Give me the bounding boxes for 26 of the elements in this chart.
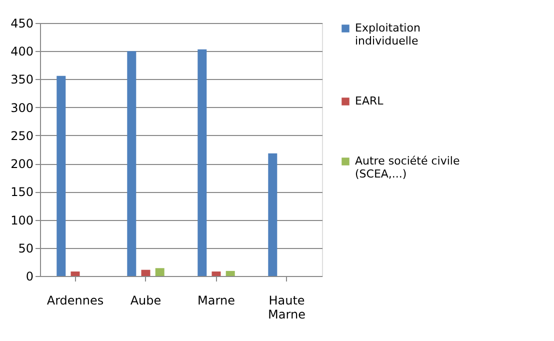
x-tick-label: Ardennes bbox=[46, 294, 104, 308]
x-tick-label: Aube bbox=[130, 294, 162, 308]
y-tick-label: 300 bbox=[10, 100, 34, 115]
bar bbox=[127, 51, 136, 276]
bar bbox=[56, 76, 66, 276]
legend-label: Autre société civile (SCEA,...) bbox=[355, 154, 460, 180]
bar bbox=[141, 270, 150, 276]
x-tick-label: Haute Marne bbox=[268, 294, 306, 322]
y-tick-label: 400 bbox=[10, 44, 34, 59]
bar bbox=[226, 270, 235, 276]
y-tick-label: 350 bbox=[10, 72, 34, 87]
y-tick-label: 450 bbox=[10, 16, 34, 30]
y-tick-label: 0 bbox=[26, 270, 34, 284]
y-tick-label: 50 bbox=[18, 241, 34, 256]
y-tick-label: 150 bbox=[10, 185, 34, 200]
bar bbox=[212, 272, 221, 276]
bar bbox=[268, 153, 278, 276]
legend-label: EARL bbox=[355, 94, 384, 108]
bar bbox=[198, 49, 207, 276]
y-tick-label: 250 bbox=[10, 128, 34, 143]
bar bbox=[155, 268, 164, 276]
x-tick-label: Marne bbox=[198, 294, 235, 308]
y-tick-label: 200 bbox=[10, 157, 34, 172]
y-tick-label: 100 bbox=[10, 213, 34, 228]
legend-label: Exploitation individuelle bbox=[355, 22, 420, 48]
bar bbox=[70, 272, 80, 276]
